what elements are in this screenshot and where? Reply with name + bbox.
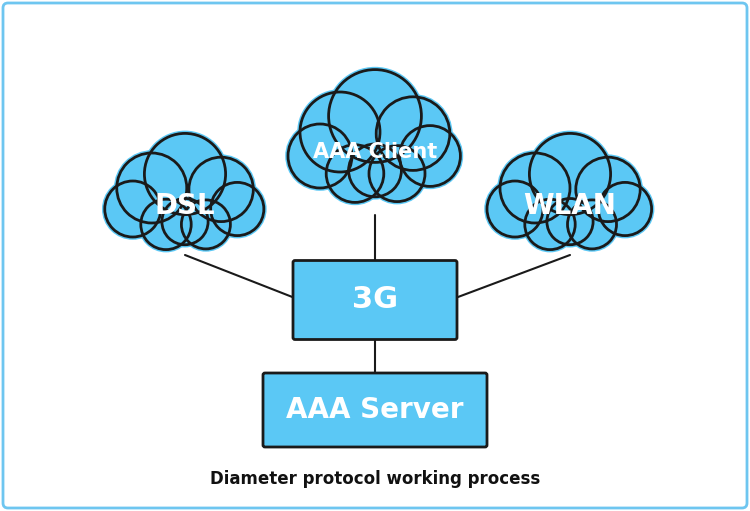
Text: 3G: 3G xyxy=(352,286,398,314)
Circle shape xyxy=(211,182,264,236)
Circle shape xyxy=(349,144,401,197)
Text: WLAN: WLAN xyxy=(524,192,616,220)
Circle shape xyxy=(105,181,160,237)
Circle shape xyxy=(189,157,254,222)
Text: DSL: DSL xyxy=(154,192,215,220)
Circle shape xyxy=(326,145,384,202)
Circle shape xyxy=(145,133,226,215)
Circle shape xyxy=(141,199,191,249)
Circle shape xyxy=(288,124,352,188)
FancyBboxPatch shape xyxy=(263,373,487,447)
Circle shape xyxy=(400,126,460,187)
Circle shape xyxy=(576,157,640,222)
Circle shape xyxy=(598,182,652,236)
FancyBboxPatch shape xyxy=(3,3,747,508)
Circle shape xyxy=(300,92,380,172)
Circle shape xyxy=(568,200,616,249)
Circle shape xyxy=(328,69,422,162)
Circle shape xyxy=(182,200,230,249)
FancyBboxPatch shape xyxy=(293,261,457,339)
Circle shape xyxy=(547,198,593,245)
Circle shape xyxy=(117,153,187,223)
Circle shape xyxy=(525,199,575,249)
Circle shape xyxy=(369,146,425,202)
Circle shape xyxy=(530,133,610,215)
Circle shape xyxy=(376,97,450,170)
Text: AAA Client: AAA Client xyxy=(313,142,437,162)
Circle shape xyxy=(487,181,543,237)
Text: AAA Server: AAA Server xyxy=(286,396,464,424)
Circle shape xyxy=(500,153,570,223)
Circle shape xyxy=(162,198,208,245)
Text: Diameter protocol working process: Diameter protocol working process xyxy=(210,470,540,488)
